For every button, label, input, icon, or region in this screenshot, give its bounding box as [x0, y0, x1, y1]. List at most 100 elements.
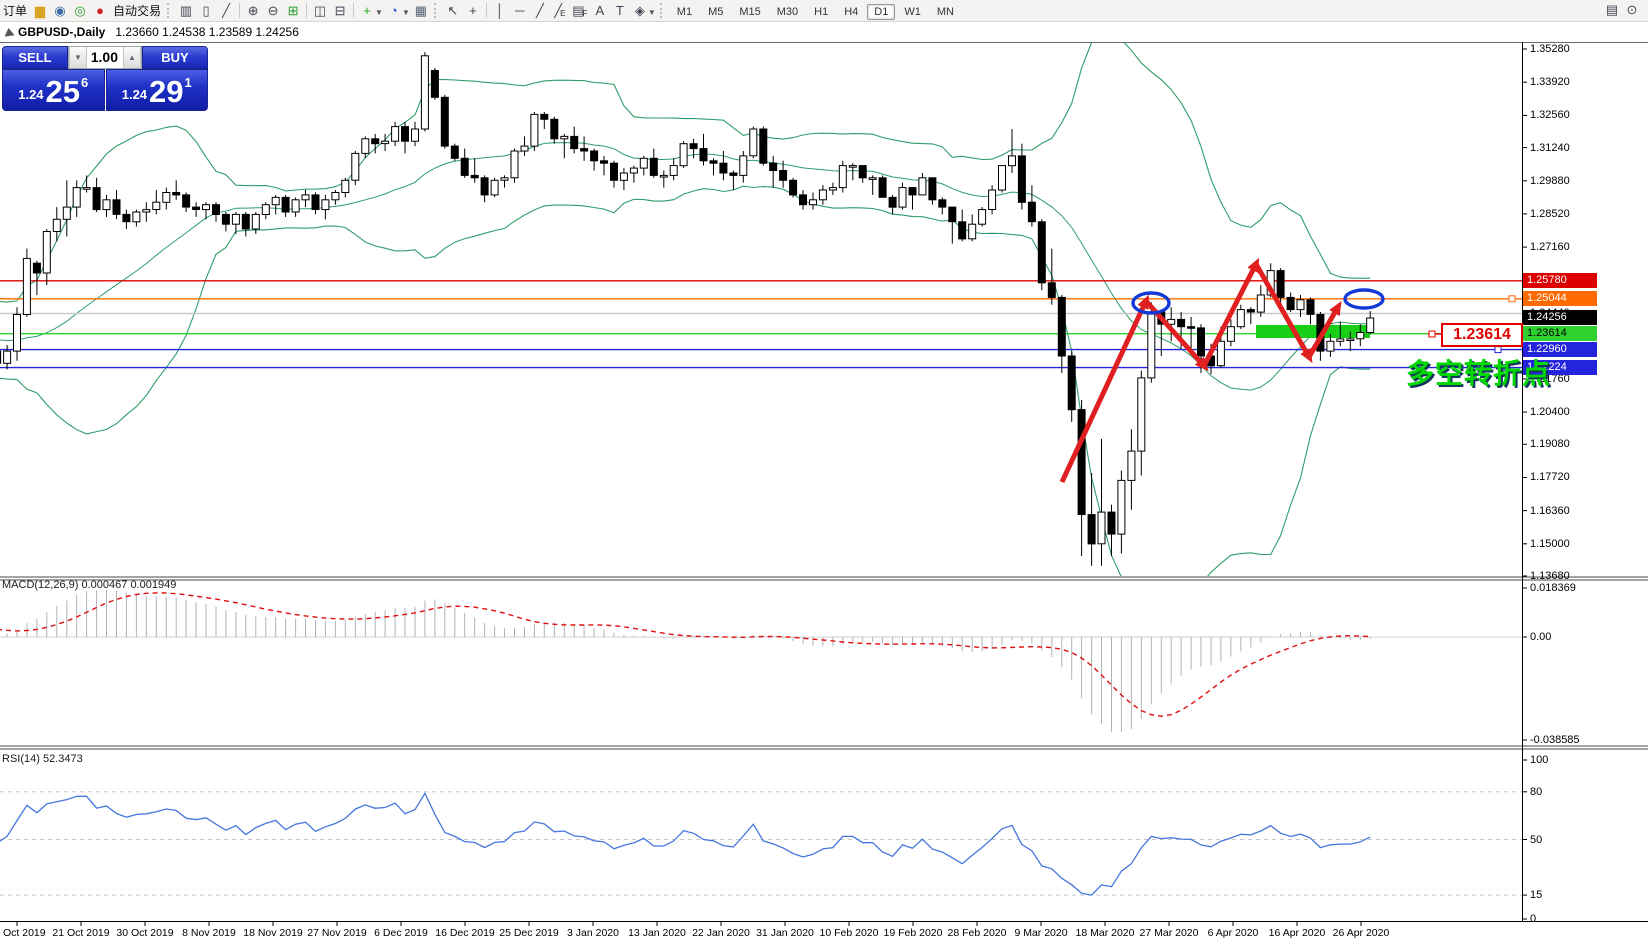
price-axis-tick: 1.33920 [1530, 76, 1570, 88]
search-chart-icon[interactable]: ⊙ [1626, 2, 1638, 17]
bar-chart-icon[interactable]: ▥ [179, 2, 193, 18]
price-axis-tick: 1.29880 [1530, 175, 1570, 187]
autotrading-label[interactable]: 自动交易 [113, 4, 162, 18]
date-axis-label: 27 Nov 2019 [307, 927, 367, 939]
timeframe-m30[interactable]: M30 [776, 5, 799, 18]
horizontal-line-icon[interactable]: ─ [515, 2, 525, 18]
date-axis-label: 18 Mar 2020 [1075, 927, 1135, 939]
timeframe-d1[interactable]: D1 [867, 3, 896, 20]
lot-size-field[interactable]: 1.00 [90, 49, 118, 65]
shapes-icon-dropdown[interactable]: ▼ [647, 7, 656, 17]
buy-price-button[interactable]: 1.24 29 1 [105, 69, 208, 111]
shapes-icon[interactable]: ◈ [634, 2, 645, 18]
new-order-label[interactable]: 订单 [3, 4, 28, 18]
date-axis-label: 21 Oct 2019 [52, 927, 110, 939]
date-axis-label: 26 Apr 2020 [1332, 927, 1390, 939]
toolbar-grip [433, 3, 440, 18]
timeframe-m1[interactable]: M1 [676, 5, 693, 18]
date-axis-label: 27 Mar 2020 [1139, 927, 1199, 939]
timeframe-h4[interactable]: H4 [844, 5, 859, 18]
timeframe-mn[interactable]: MN [936, 5, 954, 18]
line-chart-icon[interactable]: ╱ [222, 2, 230, 18]
price-axis-tick: 1.17720 [1530, 471, 1570, 483]
date-axis-label: 13 Jan 2020 [628, 927, 686, 939]
date-axis-label: 30 Oct 2019 [116, 927, 174, 939]
date-axis-label: 6 Apr 2020 [1207, 927, 1259, 939]
vertical-line-icon[interactable]: │ [495, 2, 504, 18]
toolbar-grip [167, 3, 173, 18]
sell-button[interactable]: SELL [2, 46, 68, 69]
period-icon[interactable]: ◔ [390, 2, 398, 18]
text-icon[interactable]: A [595, 2, 605, 18]
price-axis-tick: 1.19080 [1530, 438, 1570, 450]
price-axis-tick: 1.28520 [1530, 208, 1570, 220]
rsi-value: 52.3473 [42, 753, 83, 765]
toolbar-separator [239, 3, 241, 18]
support-price-label[interactable]: 1.23614 [1441, 323, 1523, 347]
date-axis-label: 6 Dec 2019 [374, 927, 428, 939]
chart-symbol-icon [3, 27, 15, 37]
rsi-scale-tick: 15 [1530, 889, 1543, 901]
price-tag-1.23614: 1.23614 [1523, 326, 1597, 341]
toolbar-separator [353, 3, 355, 18]
date-axis-label: 8 Nov 2019 [182, 927, 236, 939]
timeframe-w1[interactable]: W1 [904, 5, 921, 18]
zoom-out-icon[interactable]: ⊖ [267, 2, 279, 18]
cascade-charts-icon[interactable]: ⊟ [334, 2, 346, 18]
new-chart-icon[interactable]: + [363, 2, 371, 18]
trendline-icon[interactable]: ╱ [535, 2, 544, 18]
rsi-scale-tick: 80 [1530, 786, 1543, 798]
arrange-charts-icon[interactable]: ◫ [313, 2, 327, 18]
lot-decrease-button[interactable]: ▼ [69, 47, 87, 68]
gold-icon[interactable]: ▆ [35, 2, 46, 18]
channel-icon[interactable]: ▤ F [572, 2, 588, 19]
tile-windows-icon[interactable]: ⊞ [287, 2, 299, 18]
date-axis-label: 31 Jan 2020 [756, 927, 814, 939]
turning-point-text: 多空转折点 [1406, 358, 1552, 389]
price-tag-1.22224: 1.22224 [1523, 360, 1597, 375]
price-axis-tick: 1.32560 [1530, 109, 1570, 121]
date-axis-label: 10 Oct 2019 [0, 927, 46, 939]
macd-scale-min: -0.038585 [1530, 734, 1580, 746]
date-axis-label: 9 Mar 2020 [1014, 927, 1068, 939]
zoom-in-icon[interactable]: ⊕ [247, 2, 259, 18]
window-icon[interactable]: ▤ [1605, 2, 1619, 17]
buy-price-base: 1.24 [121, 87, 148, 102]
date-axis-label: 16 Dec 2019 [435, 927, 495, 939]
buy-button[interactable]: BUY [142, 46, 208, 69]
date-axis-label: 25 Dec 2019 [499, 927, 559, 939]
period-icon-dropdown[interactable]: ▼ [401, 7, 410, 17]
rsi-scale-tick: 100 [1530, 754, 1549, 766]
buy-price-main: 29 [149, 74, 184, 110]
autotrading-icon[interactable]: ● [96, 2, 104, 18]
timeframe-h1[interactable]: H1 [814, 5, 829, 18]
broadcast-icon[interactable]: ◎ [74, 2, 86, 18]
timeframe-m15[interactable]: M15 [739, 5, 761, 18]
date-axis-label: 28 Feb 2020 [947, 927, 1007, 939]
macd-scale-zero: 0.00 [1530, 631, 1552, 643]
ohlc-values: 1.23660 1.24538 1.23589 1.24256 [115, 25, 299, 39]
fibonacci-icon[interactable]: ╱ E [554, 2, 566, 19]
lot-increase-button[interactable]: ▲ [123, 47, 141, 68]
profile-icon[interactable]: ◉ [54, 2, 66, 18]
price-axis-tick: 1.35280 [1530, 43, 1570, 55]
cursor-icon[interactable]: ↖ [447, 2, 459, 18]
macd-scale-max: 0.018369 [1530, 582, 1576, 594]
rsi-indicator-label: RSI(14) 52.3473 [2, 753, 83, 765]
candlestick-icon[interactable]: ▯ [202, 2, 210, 18]
sell-price-button[interactable]: 1.24 25 6 [2, 69, 105, 111]
timeframe-m5[interactable]: M5 [708, 5, 724, 18]
new-chart-icon-dropdown[interactable]: ▼ [375, 7, 383, 17]
price-axis-tick: 1.31240 [1530, 142, 1570, 154]
lot-size-spinner: ▼ 1.00 ▲ [68, 46, 142, 69]
macd-signal-value: 0.001949 [130, 579, 177, 591]
text-label-icon[interactable]: T [615, 2, 624, 18]
template-icon[interactable]: ▦ [414, 2, 428, 18]
price-axis-tick: 1.13680 [1530, 570, 1570, 582]
price-axis-tick: 1.21760 [1530, 373, 1570, 385]
crosshair-icon[interactable]: + [469, 2, 477, 18]
date-axis-label: 3 Jan 2020 [567, 927, 619, 939]
price-axis-tick: 1.16360 [1530, 505, 1570, 517]
